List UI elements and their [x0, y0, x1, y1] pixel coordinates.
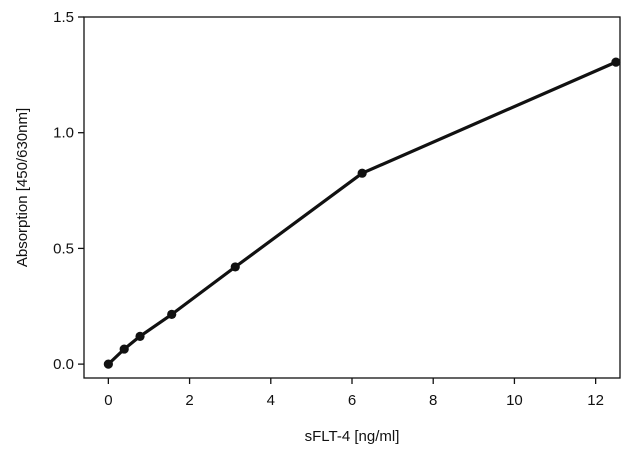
ticks: 0 2 4 6 8 10 12 0.0 0.5 1.0 1.5 — [53, 9, 604, 409]
x-tick-label: 10 — [506, 392, 523, 409]
x-tick-label: 4 — [267, 392, 275, 409]
axes — [83, 16, 621, 379]
x-axis-title: sFLT-4 [ng/ml] — [305, 428, 400, 445]
data-point — [611, 57, 621, 67]
x-tick-label: 0 — [104, 392, 112, 409]
x-tick-label: 6 — [348, 392, 356, 409]
data-point — [103, 359, 113, 369]
plot-frame — [83, 16, 621, 379]
y-tick-label: 1.5 — [53, 9, 74, 26]
data-point — [230, 262, 240, 272]
data-point — [119, 344, 129, 354]
data-series — [103, 57, 621, 369]
y-tick-label: 0.5 — [53, 240, 74, 257]
data-point — [135, 331, 145, 341]
x-tick-label: 2 — [185, 392, 193, 409]
data-point — [167, 309, 177, 319]
data-point — [357, 168, 367, 178]
y-axis-title: Absorption [450/630nm] — [14, 108, 31, 267]
x-tick-label: 12 — [587, 392, 604, 409]
series-line — [106, 60, 618, 366]
y-tick-label: 1.0 — [53, 125, 74, 142]
x-tick-label: 8 — [429, 392, 437, 409]
y-tick-label: 0.0 — [53, 356, 74, 373]
